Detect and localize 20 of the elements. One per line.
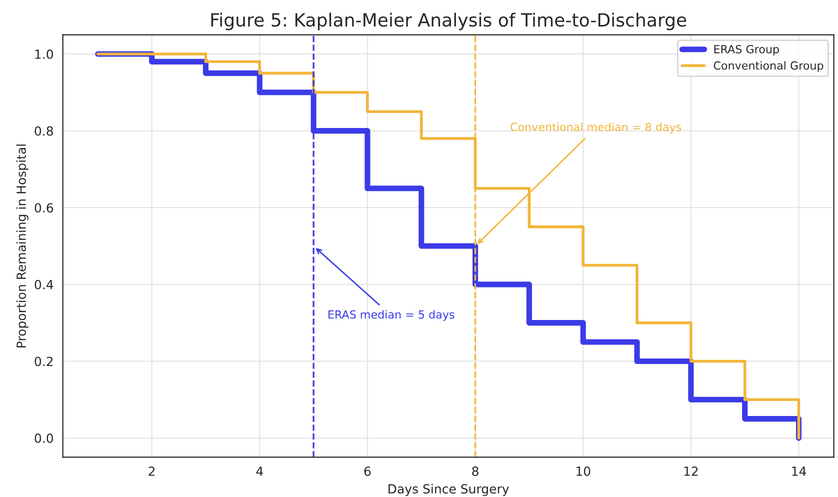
x-tick-label: 2 — [148, 466, 155, 476]
legend-label: Conventional Group — [714, 61, 824, 72]
y-tick-label: 0.4 — [34, 280, 54, 290]
y-tick-label: 0.8 — [34, 126, 53, 136]
y-tick-label: 1.0 — [35, 49, 53, 59]
y-axis-title: Proportion Remaining in Hospital — [16, 144, 28, 348]
y-tick-label: 0.6 — [34, 203, 54, 213]
x-tick-label: 8 — [472, 466, 478, 476]
chart-title: Figure 5: Kaplan-Meier Analysis of Time-to-Discharge — [211, 12, 686, 30]
x-tick-label: 10 — [576, 466, 590, 476]
annotation: Conventional median = 8 days — [510, 122, 682, 134]
x-tick-label: 12 — [684, 466, 698, 476]
x-tick-label: 4 — [256, 466, 263, 476]
x-axis-title: Days Since Surgery — [388, 484, 509, 496]
x-tick-label: 14 — [792, 466, 806, 476]
y-tick-label: 0.0 — [34, 434, 53, 443]
x-tick-label: 6 — [364, 466, 371, 476]
annotation: ERAS median = 5 days — [328, 310, 454, 321]
legend-label: ERAS Group — [714, 44, 779, 56]
y-tick-label: 0.2 — [34, 356, 53, 366]
